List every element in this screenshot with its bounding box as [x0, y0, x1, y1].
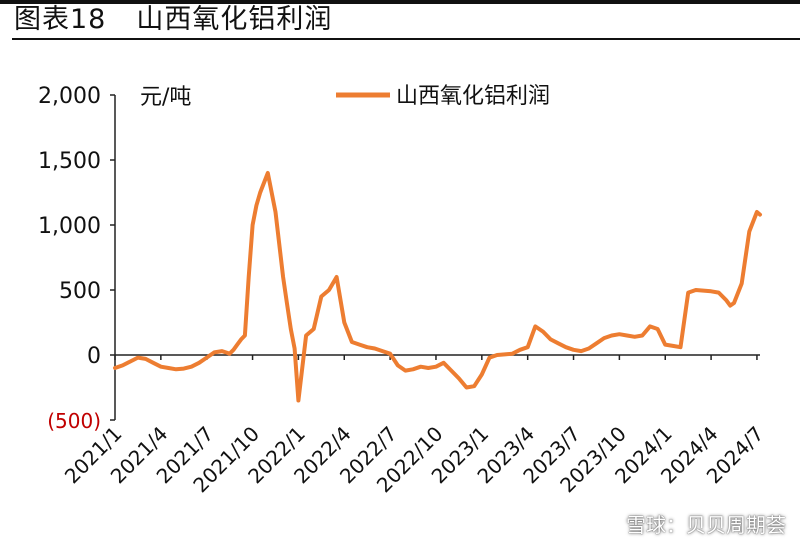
- y-tick-label: 1,000: [38, 214, 101, 239]
- figure-caption: 山西氧化铝利润: [136, 4, 333, 35]
- title-rule: [12, 38, 800, 40]
- snowball-logo-icon: [594, 515, 620, 535]
- watermark-text: 雪球：贝贝周期荟: [626, 513, 786, 537]
- y-tick-label: 2,000: [38, 84, 101, 109]
- y-tick-label: (500): [47, 409, 101, 433]
- legend-label: 山西氧化铝利润: [396, 84, 550, 109]
- figure-title: 图表18 山西氧化铝利润: [12, 3, 332, 37]
- y-tick-label: 500: [59, 279, 101, 304]
- legend: 山西氧化铝利润: [336, 84, 550, 109]
- figure-label: 图表18: [14, 4, 107, 35]
- axes: [110, 94, 760, 421]
- y-tick-labels: 2,000 1,500 1,000 500 0 (500): [38, 84, 101, 433]
- y-tick-label: 1,500: [38, 149, 101, 174]
- watermark: 雪球：贝贝周期荟: [594, 510, 786, 540]
- y-tick-label: 0: [87, 344, 101, 369]
- y-axis-unit-label: 元/吨: [140, 85, 191, 110]
- top-border: [0, 0, 800, 4]
- x-tick-labels: 2021/12021/42021/72021/102022/12022/4202…: [60, 422, 769, 498]
- series-line: [113, 171, 762, 403]
